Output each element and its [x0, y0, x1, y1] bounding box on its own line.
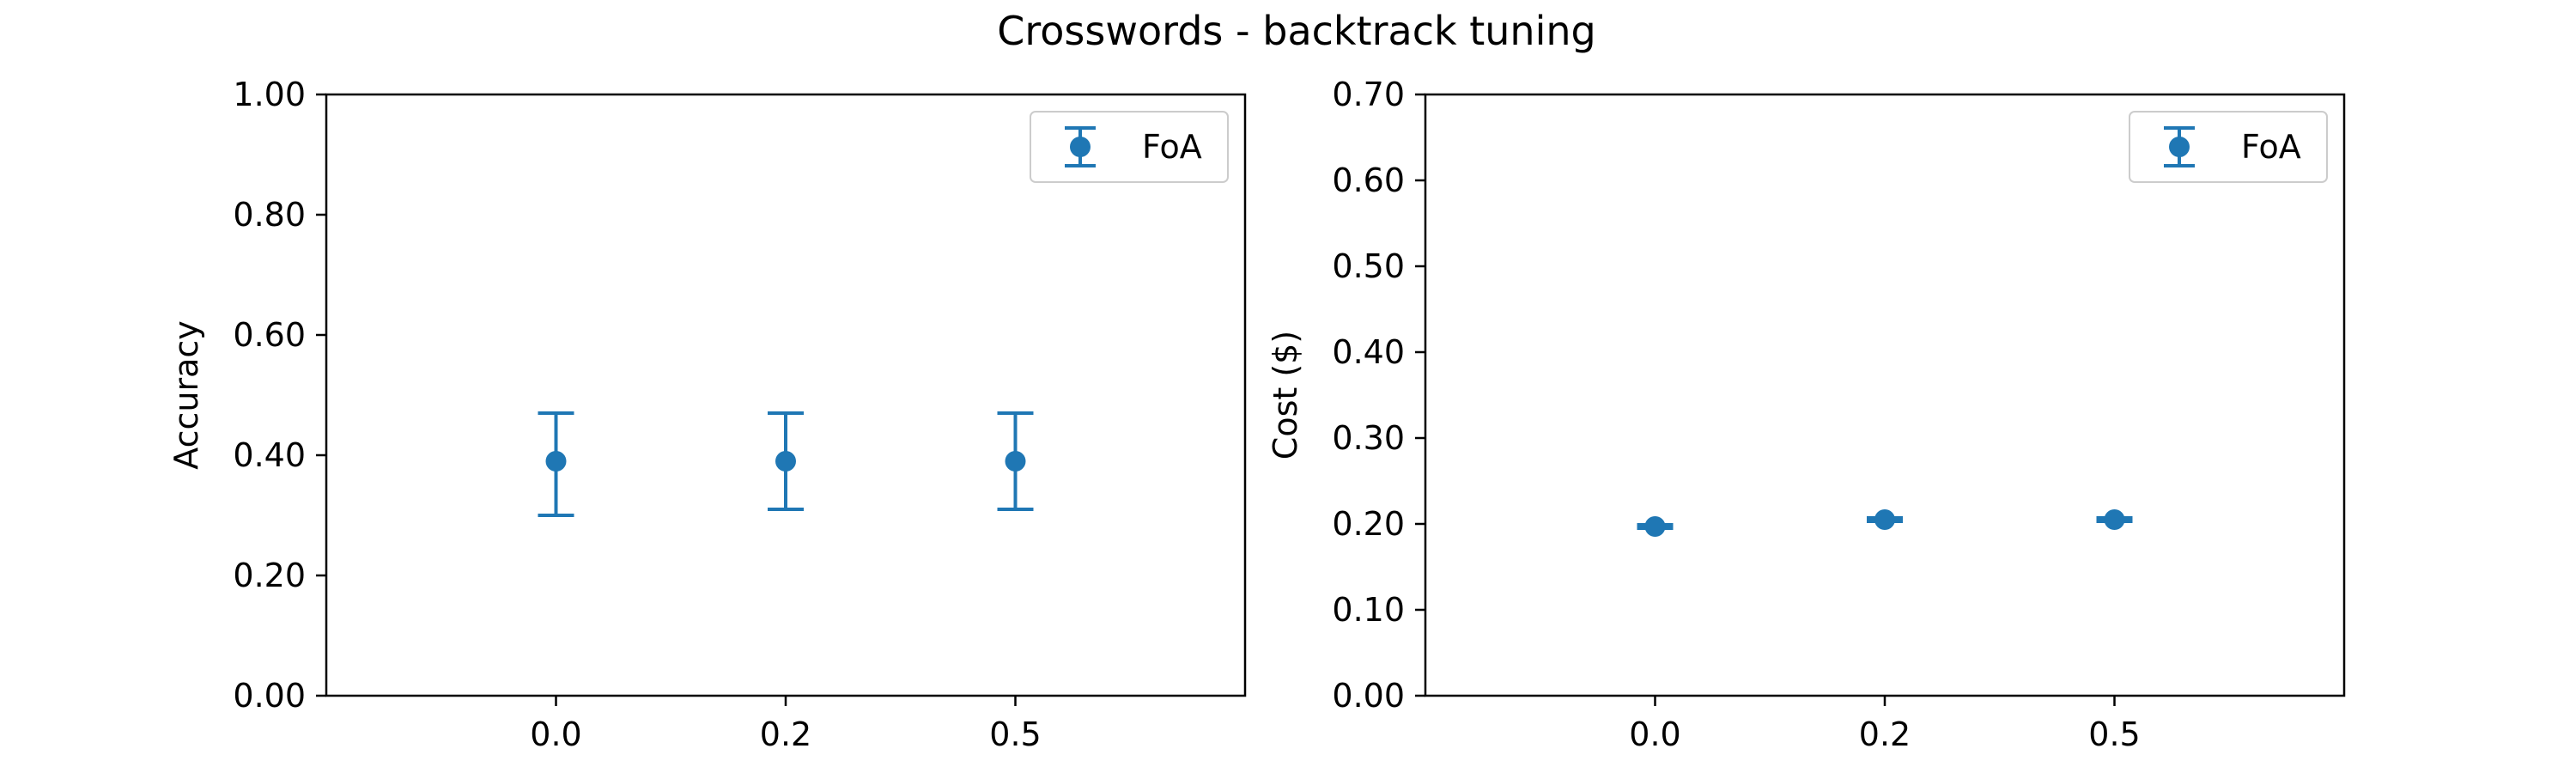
- cost-panel: 0.00 0.10 0.20 0.30 0.40 0.50 0.60 0.70 0.0 0.2 0.…: [1267, 76, 2346, 753]
- accuracy-panel: 0.00 0.20 0.40 0.60 0.80 1.00 0.0 0.2 0.5 Accurac…: [167, 76, 1247, 753]
- cost-ytick-label: 0.30: [1332, 419, 1405, 457]
- accuracy-data-point: [775, 451, 796, 472]
- accuracy-ytick-label: 0.60: [233, 316, 306, 354]
- accuracy-legend-marker: [1070, 137, 1091, 157]
- accuracy-data-point: [1005, 451, 1026, 472]
- accuracy-data-point: [545, 451, 567, 472]
- cost-ytick-label: 0.20: [1332, 505, 1405, 543]
- figure-title: Crosswords - backtrack tuning: [997, 8, 1595, 54]
- accuracy-ytick-label: 0.00: [233, 677, 306, 715]
- cost-xtick-label: 0.5: [2088, 715, 2140, 753]
- cost-data-point: [2104, 509, 2125, 530]
- cost-data-point: [1874, 509, 1895, 530]
- accuracy-legend-label: FoA: [1142, 128, 1202, 166]
- cost-ytick-label: 0.70: [1332, 76, 1405, 113]
- cost-xtick-label: 0.0: [1629, 715, 1680, 753]
- cost-legend-marker: [2169, 137, 2190, 157]
- cost-ytick-label: 0.40: [1332, 333, 1405, 371]
- cost-ytick-label: 0.60: [1332, 161, 1405, 199]
- cost-legend-label: FoA: [2241, 128, 2301, 166]
- accuracy-ytick-label: 0.80: [233, 196, 306, 234]
- accuracy-ylabel: Accuracy: [167, 320, 205, 470]
- cost-ytick-label: 0.50: [1332, 247, 1405, 285]
- accuracy-xtick-label: 0.0: [530, 715, 581, 753]
- accuracy-xtick-label: 0.5: [989, 715, 1041, 753]
- cost-ylabel: Cost ($): [1267, 331, 1304, 460]
- cost-ytick-label: 0.10: [1332, 591, 1405, 629]
- cost-xtick-label: 0.2: [1859, 715, 1911, 753]
- accuracy-ytick-label: 0.40: [233, 436, 306, 474]
- accuracy-ytick-label: 1.00: [233, 76, 306, 113]
- cost-data-point: [1644, 516, 1666, 537]
- accuracy-xtick-label: 0.2: [760, 715, 811, 753]
- cost-ytick-label: 0.00: [1332, 677, 1405, 715]
- accuracy-ytick-label: 0.20: [233, 557, 306, 594]
